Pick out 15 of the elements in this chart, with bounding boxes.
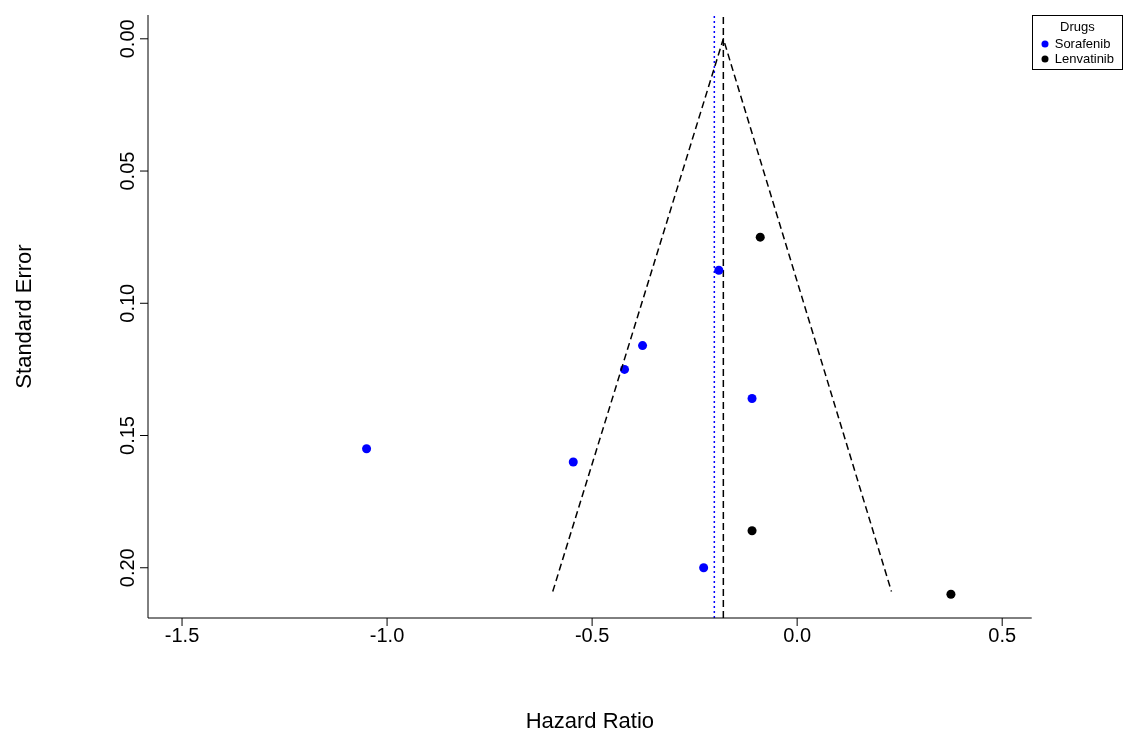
y-tick-label: 0.00 (116, 19, 138, 59)
y-tick-label: 0.10 (116, 283, 138, 323)
x-tick-label: 0.0 (783, 624, 812, 647)
x-tick-label: 0.5 (988, 624, 1017, 647)
y-axis-title: Standard Error (10, 244, 36, 389)
legend-label: Lenvatinib (1054, 51, 1114, 66)
legend-label: Sorafenib (1054, 36, 1111, 51)
y-tick-label: 0.15 (116, 416, 138, 455)
x-axis-title: Hazard Ratio (525, 708, 655, 733)
x-tick-label: -1.5 (164, 624, 200, 647)
legend-title: Drugs (1059, 19, 1096, 34)
x-tick-label: -0.5 (574, 624, 610, 647)
y-tick-label: 0.05 (116, 151, 138, 191)
y-tick-label: 0.20 (116, 548, 138, 588)
x-tick-label: -1.0 (369, 624, 405, 647)
